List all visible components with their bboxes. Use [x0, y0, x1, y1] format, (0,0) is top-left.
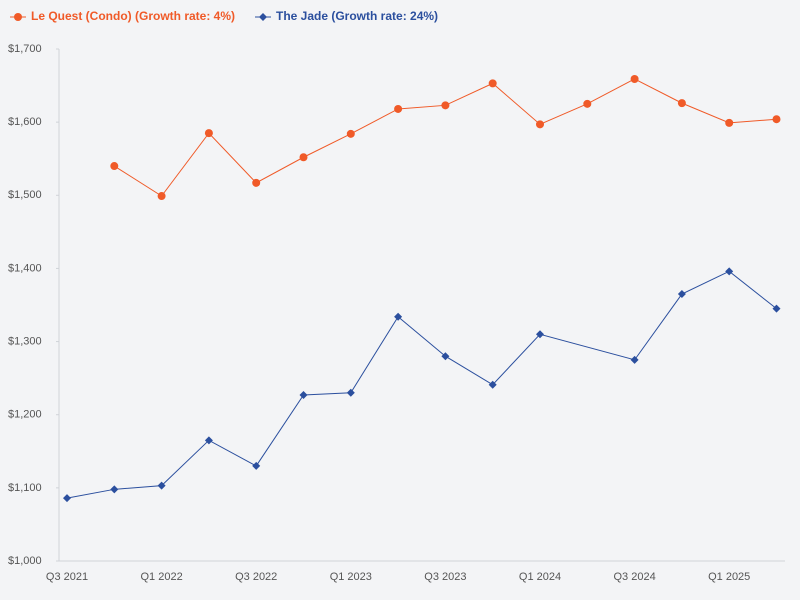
data-point [536, 120, 544, 129]
x-tick-label: Q3 2022 [235, 571, 277, 583]
data-point [630, 74, 639, 83]
data-point [252, 461, 261, 470]
data-point [157, 192, 166, 201]
legend-label: The Jade (Growth rate: 24%) [276, 9, 438, 23]
data-point [346, 129, 355, 138]
legend-marker [14, 13, 22, 21]
data-point [488, 79, 497, 88]
data-point [394, 312, 403, 321]
x-tick-label: Q1 2022 [140, 571, 182, 583]
legend-marker [259, 13, 267, 21]
data-point [772, 304, 781, 313]
data-point [157, 481, 166, 490]
data-point [677, 290, 686, 299]
data-point [299, 390, 308, 399]
y-tick-label: $1,100 [8, 482, 42, 494]
y-tick-label: $1,700 [8, 43, 42, 55]
data-point [204, 436, 213, 445]
data-point [630, 355, 639, 364]
series-line [66, 270, 777, 499]
x-tick-label: Q1 2024 [519, 571, 561, 583]
legend-label: Le Quest (Condo) (Growth rate: 4%) [31, 9, 235, 23]
data-point [441, 352, 450, 361]
x-tick-label: Q1 2025 [708, 571, 750, 583]
x-tick-label: Q3 2023 [424, 571, 466, 583]
y-tick-label: $1,300 [8, 335, 42, 347]
data-point [346, 388, 355, 397]
data-point [394, 104, 403, 113]
y-tick-label: $1,600 [8, 116, 42, 128]
y-tick-label: $1,400 [8, 262, 42, 274]
data-point [772, 115, 781, 124]
data-point [252, 178, 261, 187]
data-point [110, 485, 119, 494]
y-tick-label: $1,500 [8, 189, 42, 201]
data-point [110, 162, 119, 171]
series-line [114, 78, 777, 197]
data-point [299, 153, 308, 162]
data-point [725, 118, 734, 127]
x-tick-label: Q3 2021 [46, 571, 88, 583]
data-point [725, 267, 734, 276]
data-point [441, 101, 450, 110]
x-tick-label: Q3 2024 [613, 571, 655, 583]
data-point [488, 380, 497, 389]
data-point [677, 99, 686, 108]
x-tick-label: Q1 2023 [330, 571, 372, 583]
data-point [583, 99, 592, 108]
y-tick-label: $1,000 [8, 555, 42, 567]
data-point [204, 129, 213, 138]
y-tick-label: $1,200 [8, 409, 42, 421]
data-point [63, 494, 71, 503]
data-point [536, 330, 544, 339]
